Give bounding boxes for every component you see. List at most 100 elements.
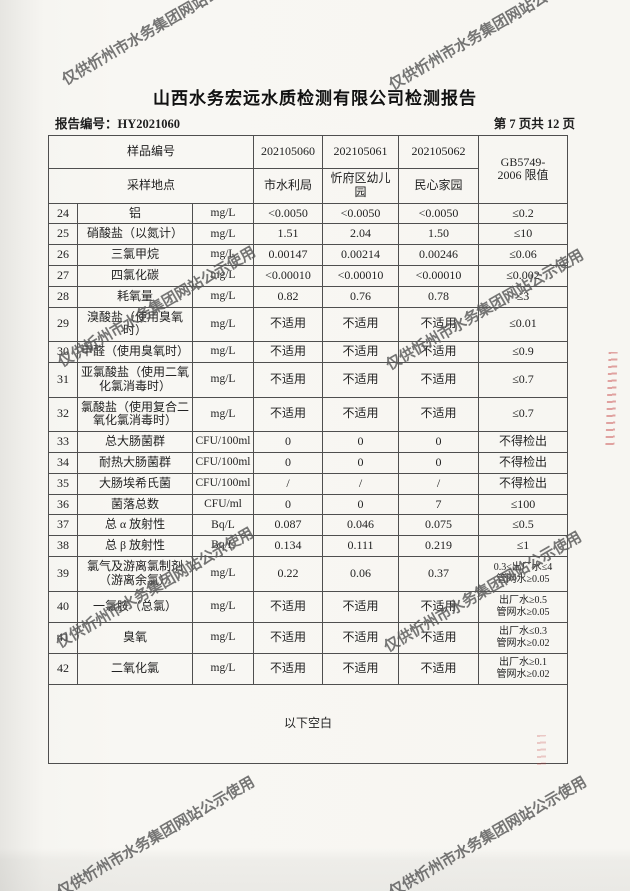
- cell-value: 0.219: [398, 535, 479, 557]
- table-row: 40 一氯胺（总氯） mg/L 不适用 不适用 不适用 出厂水≥0.5 管网水≥0.05: [48, 590, 568, 623]
- cell-value: 不适用: [322, 306, 399, 343]
- cell-value: 不适用: [253, 341, 323, 363]
- cell-unit: CFU/100ml: [192, 472, 254, 495]
- cell-name: 总 β 放射性: [77, 535, 193, 557]
- cell-value: 不适用: [398, 341, 479, 363]
- cell-name: 一氯胺（总氯）: [77, 590, 193, 623]
- cell-no: 33: [48, 431, 78, 453]
- cell-no: 26: [48, 244, 78, 266]
- table-row: 32 氯酸盐（使用复合二 氧化氯消毒时） mg/L 不适用 不适用 不适用 ≤0.7: [48, 396, 568, 433]
- sampling-location: 忻府区幼儿园: [322, 168, 399, 204]
- cell-limit: ≤10: [478, 223, 568, 246]
- table-row: 42 二氧化氯 mg/L 不适用 不适用 不适用 出厂水≥0.1 管网水≥0.02: [48, 652, 568, 685]
- cell-no: 37: [48, 514, 78, 537]
- cell-value: 不适用: [322, 361, 399, 398]
- table-row: 25 硝酸盐（以氮计） mg/L 1.51 2.04 1.50 ≤10: [48, 223, 568, 246]
- cell-value: 0.087: [253, 514, 323, 537]
- cell-limit: ≤0.002: [478, 264, 568, 287]
- cell-value: 0: [322, 493, 399, 516]
- cell-name: 铝: [77, 202, 193, 225]
- cell-value: 不适用: [398, 396, 479, 433]
- table-row: 24 铝 mg/L <0.0050 <0.0050 <0.0050 ≤0.2: [48, 202, 568, 225]
- cell-value: 0.134: [253, 535, 323, 557]
- cell-no: 31: [48, 361, 78, 398]
- report-meta: 报告编号：HY2021060 第 7 页共 12 页: [55, 113, 575, 131]
- cell-limit: ≤100: [478, 493, 568, 516]
- cell-value: 0: [253, 451, 323, 474]
- cell-value: 不适用: [322, 396, 399, 433]
- cell-value: 不适用: [398, 652, 479, 685]
- cell-limit: ≤0.7: [478, 396, 568, 433]
- report-number: 报告编号：HY2021060: [55, 117, 181, 131]
- sampling-location: 市水利局: [253, 168, 323, 204]
- cell-limit: ≤0.5: [478, 514, 568, 537]
- cell-value: 不适用: [398, 306, 479, 343]
- cell-value: 0.22: [253, 555, 323, 592]
- cell-limit: 0.3≤出厂水≤4 管网水≥0.05: [478, 555, 568, 592]
- cell-unit: Bq/L: [192, 535, 254, 557]
- sample-id: 202105060: [253, 135, 323, 169]
- cell-value: 不适用: [398, 621, 479, 654]
- header-row-locations: 采样地点 市水利局 忻府区幼儿园 民心家园: [48, 168, 568, 204]
- cell-unit: mg/L: [192, 341, 254, 363]
- cell-no: 32: [48, 396, 78, 433]
- cell-value: 不适用: [253, 621, 323, 654]
- cell-unit: CFU/100ml: [192, 431, 254, 453]
- footer-row: 以下空白: [48, 683, 568, 764]
- cell-value: 0: [398, 451, 479, 474]
- cell-value: 0.046: [322, 514, 399, 537]
- page-title: 山西水务宏远水质检测有限公司检测报告: [153, 89, 477, 108]
- cell-no: 35: [48, 472, 78, 495]
- cell-limit: 不得检出: [478, 451, 568, 474]
- cell-limit: 出厂水≤0.3 管网水≥0.02: [478, 621, 568, 654]
- limit-column-header: GB5749- 2006 限值: [478, 135, 568, 204]
- cell-value: 2.04: [322, 223, 399, 246]
- cell-value: 0.075: [398, 514, 479, 537]
- table-row: 28 耗氧量 mg/L 0.82 0.76 0.78 ≤3: [48, 285, 568, 308]
- cell-name: 亚氯酸盐（使用二氧 化氯消毒时）: [77, 361, 193, 398]
- cell-unit: mg/L: [192, 555, 254, 592]
- cell-value: /: [322, 472, 399, 495]
- cell-name: 四氯化碳: [77, 264, 193, 287]
- cell-name: 菌落总数: [77, 493, 193, 516]
- cell-unit: mg/L: [192, 285, 254, 308]
- cell-unit: mg/L: [192, 621, 254, 654]
- table-row: 31 亚氯酸盐（使用二氧 化氯消毒时） mg/L 不适用 不适用 不适用 ≤0.7: [48, 361, 568, 398]
- cell-limit: ≤1: [478, 535, 568, 557]
- cell-value: 0.78: [398, 285, 479, 308]
- cell-value: 0.76: [322, 285, 399, 308]
- location-label: 采样地点: [48, 168, 254, 204]
- cell-value: 0.37: [398, 555, 479, 592]
- watermark-text: 仅供忻州市水务集团网站公示使用: [59, 0, 263, 89]
- cell-no: 39: [48, 555, 78, 592]
- cell-limit: 不得检出: [478, 431, 568, 453]
- cell-value: 不适用: [253, 396, 323, 433]
- cell-value: <0.00010: [322, 264, 399, 287]
- cell-no: 29: [48, 306, 78, 343]
- cell-unit: mg/L: [192, 264, 254, 287]
- cell-value: <0.00010: [253, 264, 323, 287]
- cell-no: 28: [48, 285, 78, 308]
- cell-name: 甲醛（使用臭氧时）: [77, 341, 193, 363]
- cell-value: 0: [253, 431, 323, 453]
- table-row: 37 总 α 放射性 Bq/L 0.087 0.046 0.075 ≤0.5: [48, 514, 568, 537]
- cell-value: 不适用: [253, 306, 323, 343]
- cell-unit: mg/L: [192, 244, 254, 266]
- cell-unit: mg/L: [192, 202, 254, 225]
- cell-value: 不适用: [322, 652, 399, 685]
- cell-no: 38: [48, 535, 78, 557]
- cell-name: 二氧化氯: [77, 652, 193, 685]
- table-row: 30 甲醛（使用臭氧时） mg/L 不适用 不适用 不适用 ≤0.9: [48, 341, 568, 363]
- cell-no: 27: [48, 264, 78, 287]
- cell-value: 不适用: [253, 590, 323, 623]
- cell-unit: mg/L: [192, 361, 254, 398]
- cell-value: 0: [253, 493, 323, 516]
- cell-value: 0.111: [322, 535, 399, 557]
- water-quality-table: 样品编号 202105060 202105061 202105062 GB574…: [48, 135, 568, 764]
- cell-name: 大肠埃希氏菌: [77, 472, 193, 495]
- cell-value: 0.06: [322, 555, 399, 592]
- cell-value: 不适用: [322, 341, 399, 363]
- cell-no: 42: [48, 652, 78, 685]
- table-footer: 以下空白: [48, 683, 568, 764]
- cell-unit: mg/L: [192, 223, 254, 246]
